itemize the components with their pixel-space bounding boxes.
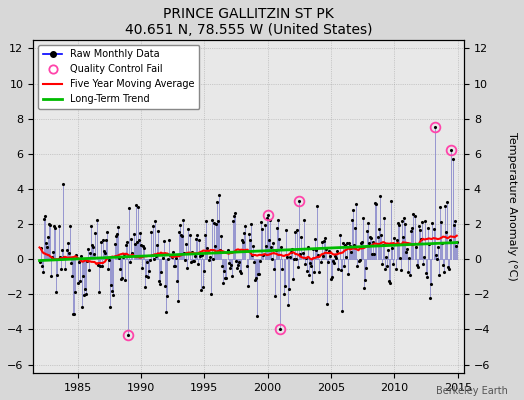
Legend: Raw Monthly Data, Quality Control Fail, Five Year Moving Average, Long-Term Tren: Raw Monthly Data, Quality Control Fail, … [38,44,200,109]
Title: PRINCE GALLITZIN ST PK
40.651 N, 78.555 W (United States): PRINCE GALLITZIN ST PK 40.651 N, 78.555 … [125,7,373,37]
Text: Berkeley Earth: Berkeley Earth [436,386,508,396]
Y-axis label: Temperature Anomaly (°C): Temperature Anomaly (°C) [507,132,517,281]
